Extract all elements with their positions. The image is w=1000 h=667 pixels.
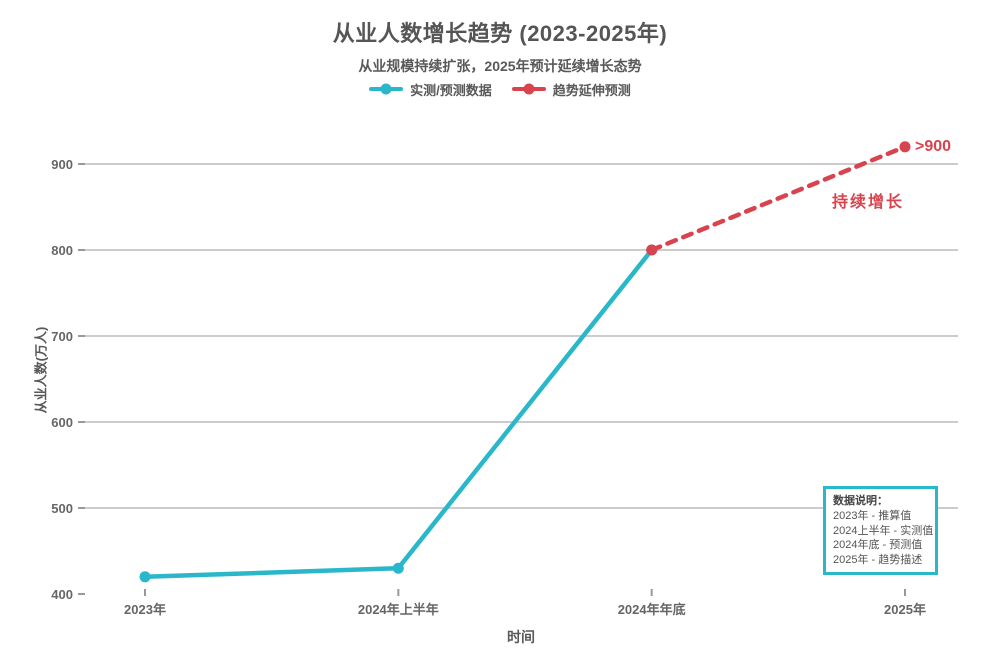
trend-annotation: 持续增长	[832, 194, 905, 211]
y-tick-label: 400	[51, 587, 73, 602]
data-point	[646, 244, 658, 256]
legend: 实测/预测数据 趋势延伸预测	[0, 79, 1000, 99]
x-axis-label: 时间	[507, 629, 535, 645]
y-tick-label: 600	[51, 415, 73, 430]
solid-line-marker-icon	[369, 83, 404, 95]
series-line-solid	[142, 247, 654, 580]
chart-subtitle: 从业规模持续扩张，2025年预计延续增长态势	[358, 58, 642, 74]
y-tick-label: 700	[51, 329, 73, 344]
x-tick-label: 2024年上半年	[358, 602, 439, 617]
chart-title: 从业人数增长趋势 (2023-2025年)	[332, 21, 668, 46]
y-tick-label: 900	[51, 157, 73, 172]
x-tick-label: 2023年	[124, 602, 166, 617]
end-value-label: >900	[915, 138, 952, 155]
y-tick-label: 500	[51, 501, 73, 516]
x-tick-label: 2025年	[884, 602, 926, 617]
dot-marker-icon	[380, 83, 392, 95]
note-line: 2025年 - 趋势描述	[833, 553, 923, 566]
data-point	[139, 571, 151, 583]
note-line: 2024年底 - 预测值	[833, 539, 923, 551]
y-axis-label: 从业人数(万人)	[33, 326, 49, 414]
y-tick-label: 800	[51, 243, 73, 258]
series-line-dashed	[649, 144, 908, 253]
note-line: 2023年 - 推算值	[833, 510, 912, 522]
dashed-line-marker-icon	[511, 83, 546, 95]
data-point	[392, 562, 404, 574]
note-title: 数据说明：	[833, 495, 888, 507]
x-tick-label: 2024年年底	[618, 602, 686, 617]
data-point	[899, 141, 911, 153]
note-line: 2024上半年 - 实测值	[833, 524, 934, 537]
dot-marker-icon	[523, 83, 535, 95]
legend-label-measured: 实测/预测数据	[410, 82, 492, 98]
legend-item-measured: 实测/预测数据	[369, 80, 492, 99]
data-note-box: 数据说明： 2023年 - 推算值 2024上半年 - 实测值 2024年底 -…	[823, 486, 938, 575]
legend-item-forecast: 趋势延伸预测	[511, 80, 631, 99]
legend-label-forecast: 趋势延伸预测	[552, 82, 631, 98]
